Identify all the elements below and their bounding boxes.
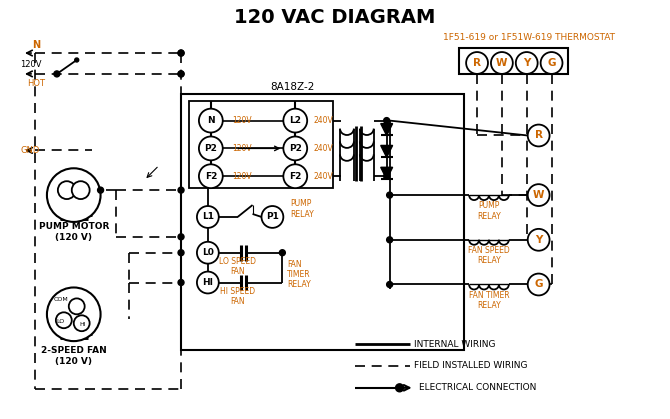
Circle shape bbox=[199, 137, 222, 160]
Text: FAN
TIMER
RELAY: FAN TIMER RELAY bbox=[287, 260, 311, 290]
Text: GND: GND bbox=[20, 146, 40, 155]
Text: 120 VAC DIAGRAM: 120 VAC DIAGRAM bbox=[234, 8, 436, 27]
Text: N: N bbox=[32, 40, 40, 50]
Circle shape bbox=[466, 52, 488, 74]
Text: G: G bbox=[547, 58, 556, 68]
Text: L0: L0 bbox=[202, 248, 214, 257]
Circle shape bbox=[197, 272, 219, 293]
Circle shape bbox=[387, 192, 393, 198]
Text: 240V: 240V bbox=[313, 172, 333, 181]
Text: 120V: 120V bbox=[232, 144, 253, 153]
Polygon shape bbox=[381, 124, 393, 135]
Circle shape bbox=[516, 52, 537, 74]
Text: P2: P2 bbox=[204, 144, 217, 153]
Circle shape bbox=[98, 187, 104, 193]
Circle shape bbox=[178, 250, 184, 256]
Circle shape bbox=[261, 206, 283, 228]
Text: FIELD INSTALLED WIRING: FIELD INSTALLED WIRING bbox=[415, 362, 528, 370]
Text: 1F51-619 or 1F51W-619 THERMOSTAT: 1F51-619 or 1F51W-619 THERMOSTAT bbox=[443, 33, 614, 41]
Circle shape bbox=[384, 118, 390, 124]
Circle shape bbox=[54, 71, 60, 77]
Circle shape bbox=[528, 124, 549, 146]
Circle shape bbox=[279, 250, 285, 256]
Circle shape bbox=[72, 181, 90, 199]
Circle shape bbox=[283, 109, 307, 132]
Text: HI: HI bbox=[79, 322, 86, 327]
Circle shape bbox=[47, 168, 100, 222]
Text: PUMP
RELAY: PUMP RELAY bbox=[477, 201, 501, 221]
Circle shape bbox=[197, 242, 219, 264]
Text: HI SPEED
FAN: HI SPEED FAN bbox=[220, 287, 255, 306]
Circle shape bbox=[199, 164, 222, 188]
Text: FAN TIMER
RELAY: FAN TIMER RELAY bbox=[468, 291, 509, 310]
Circle shape bbox=[58, 181, 76, 199]
Text: L2: L2 bbox=[289, 116, 302, 125]
Circle shape bbox=[47, 287, 100, 341]
Text: HI: HI bbox=[202, 278, 213, 287]
Text: PUMP
RELAY: PUMP RELAY bbox=[290, 199, 314, 219]
Circle shape bbox=[395, 384, 403, 392]
Bar bbox=[189, 101, 333, 188]
Circle shape bbox=[541, 52, 563, 74]
Circle shape bbox=[283, 137, 307, 160]
Text: LO: LO bbox=[57, 319, 65, 324]
Text: INTERNAL WIRING: INTERNAL WIRING bbox=[415, 340, 496, 349]
Circle shape bbox=[178, 234, 184, 240]
Circle shape bbox=[384, 173, 390, 179]
Text: N: N bbox=[207, 116, 214, 125]
Circle shape bbox=[178, 71, 184, 77]
Text: HOT: HOT bbox=[27, 79, 45, 88]
Text: Y: Y bbox=[523, 58, 531, 68]
Bar bbox=[181, 94, 464, 350]
Circle shape bbox=[197, 206, 219, 228]
Text: 120V: 120V bbox=[20, 60, 42, 70]
Text: Y: Y bbox=[535, 235, 542, 245]
Circle shape bbox=[199, 109, 222, 132]
Circle shape bbox=[74, 315, 90, 331]
Text: PUMP MOTOR
(120 V): PUMP MOTOR (120 V) bbox=[39, 222, 109, 241]
Text: 8A18Z-2: 8A18Z-2 bbox=[271, 82, 315, 92]
Text: 2-SPEED FAN
(120 V): 2-SPEED FAN (120 V) bbox=[41, 347, 107, 366]
Polygon shape bbox=[381, 167, 393, 179]
Circle shape bbox=[56, 312, 72, 328]
Circle shape bbox=[491, 52, 513, 74]
Circle shape bbox=[178, 187, 184, 193]
Text: P2: P2 bbox=[289, 144, 302, 153]
Text: 240V: 240V bbox=[313, 144, 333, 153]
Text: 120V: 120V bbox=[232, 116, 253, 125]
Circle shape bbox=[178, 279, 184, 285]
Circle shape bbox=[528, 274, 549, 295]
Text: ELECTRICAL CONNECTION: ELECTRICAL CONNECTION bbox=[419, 383, 537, 392]
Text: P1: P1 bbox=[266, 212, 279, 222]
Circle shape bbox=[528, 229, 549, 251]
Circle shape bbox=[387, 237, 393, 243]
Circle shape bbox=[387, 282, 393, 287]
Text: F2: F2 bbox=[289, 172, 302, 181]
Circle shape bbox=[69, 298, 84, 314]
Text: FAN SPEED
RELAY: FAN SPEED RELAY bbox=[468, 246, 510, 265]
Circle shape bbox=[283, 164, 307, 188]
Polygon shape bbox=[381, 145, 393, 158]
Text: L1: L1 bbox=[202, 212, 214, 222]
Circle shape bbox=[528, 184, 549, 206]
Text: R: R bbox=[535, 130, 543, 140]
Text: 240V: 240V bbox=[313, 116, 333, 125]
Circle shape bbox=[75, 58, 78, 62]
Bar bbox=[459, 48, 568, 74]
Circle shape bbox=[178, 50, 184, 56]
Text: COM: COM bbox=[54, 297, 69, 302]
Text: F2: F2 bbox=[204, 172, 217, 181]
Text: R: R bbox=[473, 58, 481, 68]
Text: W: W bbox=[533, 190, 545, 200]
Text: G: G bbox=[535, 279, 543, 290]
Text: W: W bbox=[496, 58, 508, 68]
Circle shape bbox=[178, 50, 184, 56]
Text: 120V: 120V bbox=[232, 172, 253, 181]
Text: LO SPEED
FAN: LO SPEED FAN bbox=[219, 257, 256, 276]
Circle shape bbox=[178, 71, 184, 77]
